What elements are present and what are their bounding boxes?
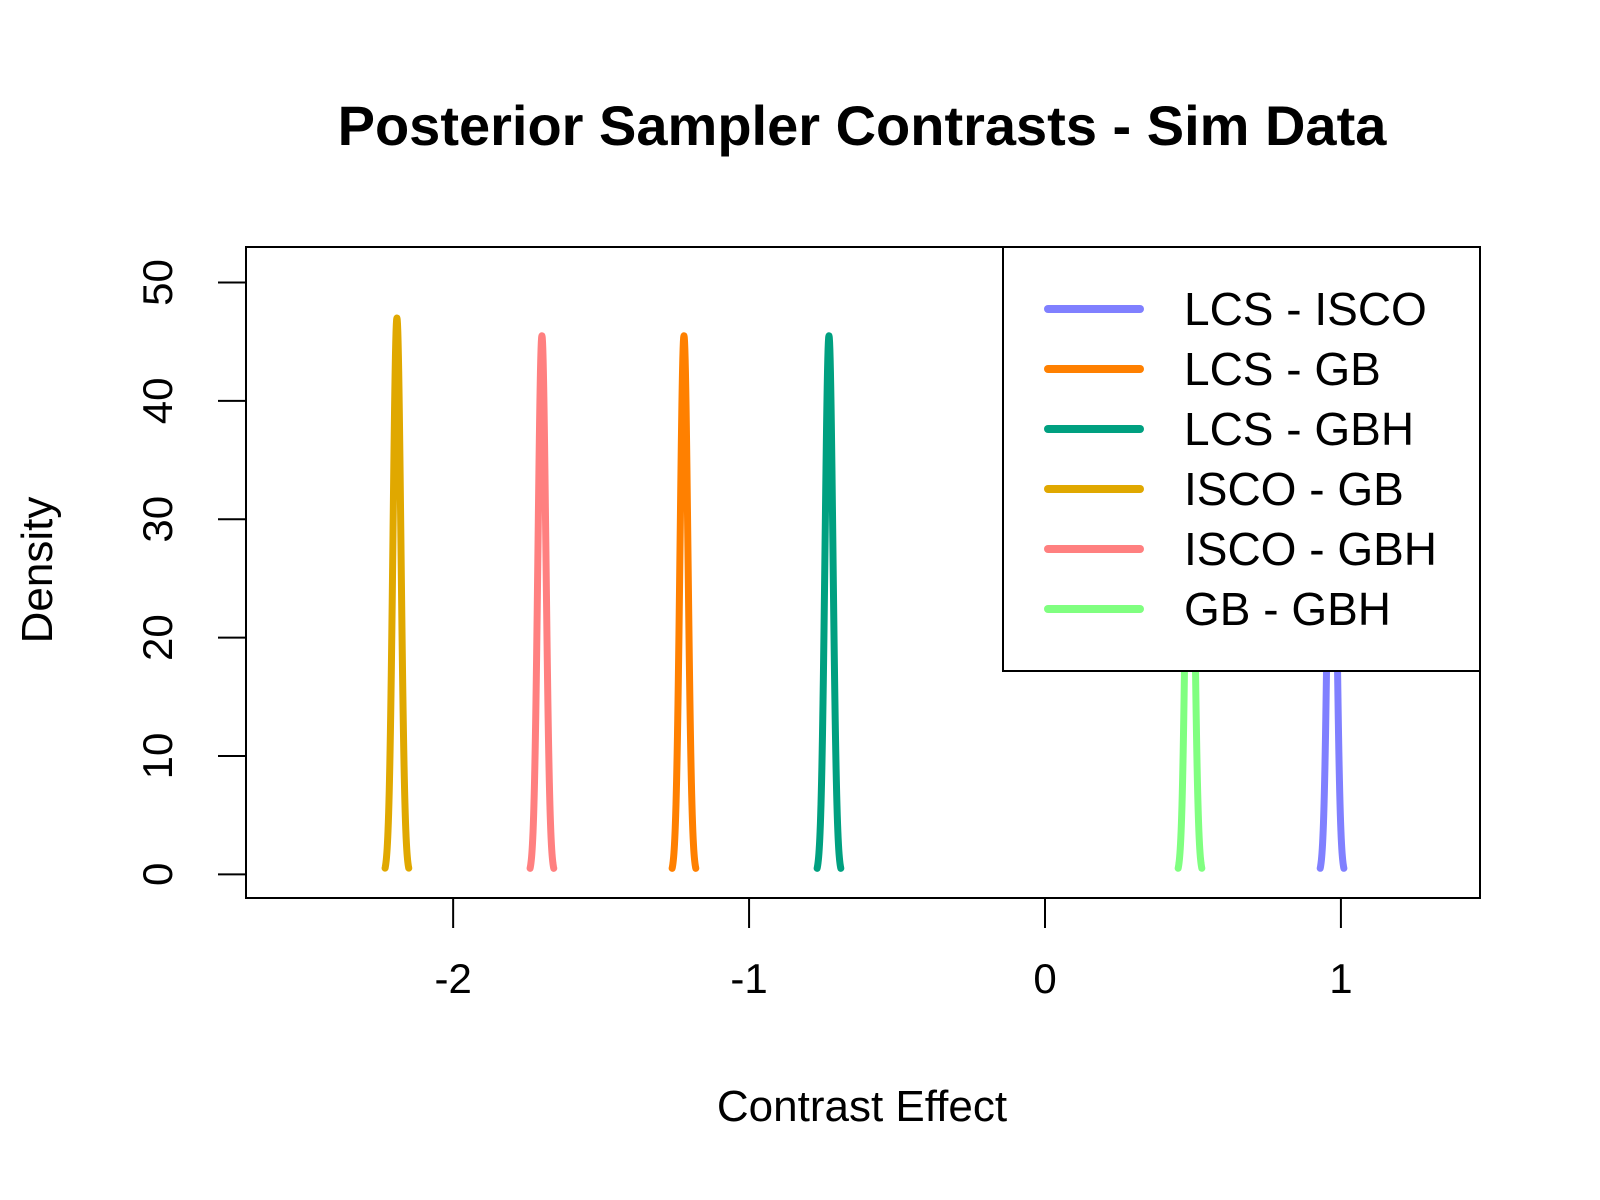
y-axis-label: Density <box>13 497 62 644</box>
y-axis: 0 10 20 30 40 50 <box>134 259 246 886</box>
y-tick-label: 30 <box>134 496 181 543</box>
chart-title: Posterior Sampler Contrasts - Sim Data <box>338 94 1388 157</box>
x-tick-label: 0 <box>1033 955 1056 1002</box>
legend-label: ISCO - GBH <box>1184 523 1437 575</box>
legend-box <box>1002 246 1481 672</box>
density-curve <box>381 314 413 872</box>
y-tick-label: 40 <box>134 378 181 425</box>
y-tick-label: 50 <box>134 259 181 306</box>
x-axis: -2 -1 0 1 <box>434 898 1353 1002</box>
y-tick-label: 20 <box>134 614 181 661</box>
y-tick-label: 10 <box>134 733 181 780</box>
legend-label: LCS - GBH <box>1184 403 1414 455</box>
legend-label: LCS - ISCO <box>1184 283 1427 335</box>
density-curve <box>526 332 558 872</box>
legend-label: ISCO - GB <box>1184 463 1404 515</box>
density-curve <box>813 332 845 872</box>
x-axis-label: Contrast Effect <box>717 1082 1007 1131</box>
y-tick-label: 0 <box>134 863 181 886</box>
x-tick-label: -1 <box>730 955 767 1002</box>
density-curve <box>668 332 700 872</box>
legend: LCS - ISCO LCS - GB LCS - GBH ISCO - GB ISCO… <box>1002 246 1481 672</box>
x-tick-label: -2 <box>434 955 471 1002</box>
x-tick-label: 1 <box>1329 955 1352 1002</box>
legend-label: LCS - GB <box>1184 343 1381 395</box>
legend-label: GB - GBH <box>1184 583 1391 635</box>
